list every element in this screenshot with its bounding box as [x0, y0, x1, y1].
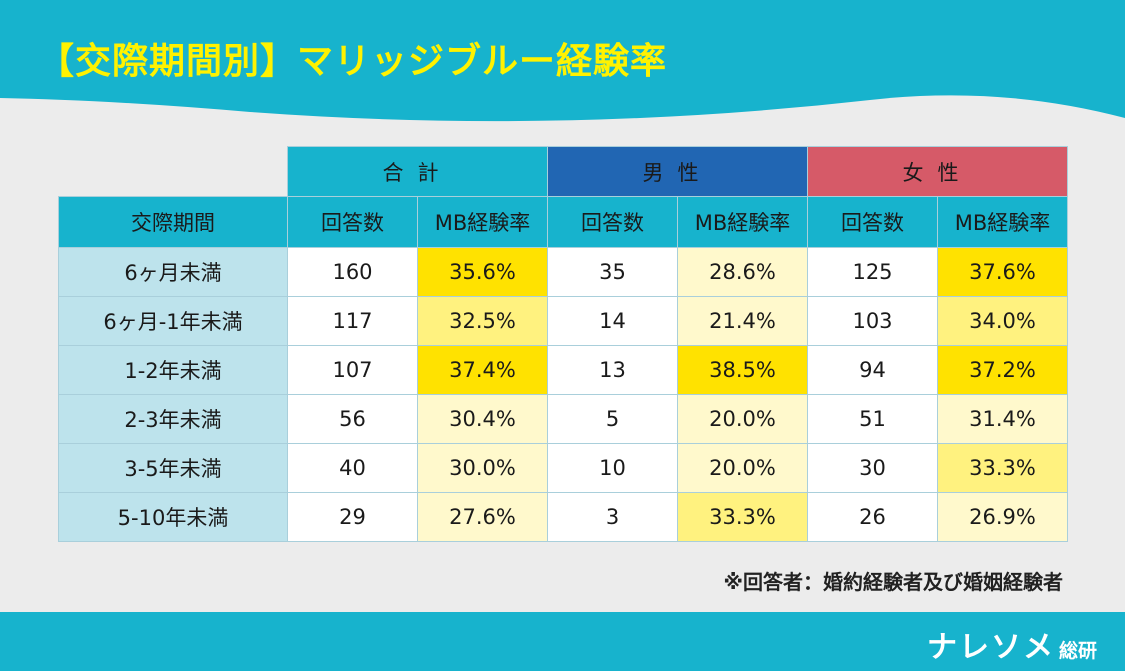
- brand-logo: ナレソメ 総研: [927, 622, 1097, 666]
- footer-band: [0, 612, 1125, 671]
- mb-rate-cell: 33.3%: [937, 443, 1068, 493]
- response-count-cell: 14: [547, 296, 678, 346]
- mb-rate-cell: 26.9%: [937, 492, 1068, 542]
- table-row: 5-10年未満 29 27.6% 3 33.3% 26 26.9%: [58, 492, 1068, 542]
- response-count-cell: 40: [287, 443, 418, 493]
- response-count-cell: 30: [807, 443, 938, 493]
- response-count-cell: 107: [287, 345, 418, 395]
- mb-rate-cell: 37.6%: [937, 247, 1068, 297]
- response-count-cell: 10: [547, 443, 678, 493]
- response-count-cell: 26: [807, 492, 938, 542]
- mb-rate-cell: 38.5%: [677, 345, 808, 395]
- mb-rate-cell: 30.4%: [417, 394, 548, 444]
- table-row: 6ヶ月-1年未満 117 32.5% 14 21.4% 103 34.0%: [58, 296, 1068, 346]
- row-label: 2-3年未満: [58, 394, 288, 444]
- page-title: 【交際期間別】マリッジブルー経験率: [38, 41, 668, 82]
- respondent-footnote: ※回答者：婚約経験者及び婚姻経験者: [723, 570, 1063, 594]
- corner-blank: [59, 147, 288, 197]
- mb-rate-cell: 34.0%: [937, 296, 1068, 346]
- response-count-cell: 5: [547, 394, 678, 444]
- sub-header: 回答数: [287, 196, 418, 248]
- mb-rate-cell: 37.2%: [937, 345, 1068, 395]
- sub-header: MB経験率: [677, 196, 808, 248]
- sub-header: MB経験率: [937, 196, 1068, 248]
- response-count-cell: 3: [547, 492, 678, 542]
- row-label: 3-5年未満: [58, 443, 288, 493]
- response-count-cell: 125: [807, 247, 938, 297]
- sub-header: MB経験率: [417, 196, 548, 248]
- group-header-female: 女性: [807, 146, 1068, 197]
- response-count-cell: 13: [547, 345, 678, 395]
- response-count-cell: 94: [807, 345, 938, 395]
- table-row: 6ヶ月未満 160 35.6% 35 28.6% 125 37.6%: [58, 247, 1068, 297]
- logo-suffix: 総研: [1058, 640, 1097, 662]
- row-label: 5-10年未満: [58, 492, 288, 542]
- logo-name: ナレソメ: [926, 630, 1055, 665]
- response-count-cell: 56: [287, 394, 418, 444]
- response-count-cell: 117: [287, 296, 418, 346]
- response-count-cell: 51: [807, 394, 938, 444]
- response-count-cell: 35: [547, 247, 678, 297]
- mb-rate-cell: 31.4%: [937, 394, 1068, 444]
- row-label: 6ヶ月-1年未満: [58, 296, 288, 346]
- sub-header: 回答数: [547, 196, 678, 248]
- table-row: 2-3年未満 56 30.4% 5 20.0% 51 31.4%: [58, 394, 1068, 444]
- mb-rate-cell: 20.0%: [677, 443, 808, 493]
- row-header-period: 交際期間: [58, 196, 288, 248]
- mb-rate-cell: 27.6%: [417, 492, 548, 542]
- mb-rate-cell: 33.3%: [677, 492, 808, 542]
- table-row: 3-5年未満 40 30.0% 10 20.0% 30 33.3%: [58, 443, 1068, 493]
- response-count-cell: 160: [287, 247, 418, 297]
- group-header-total: 合計: [287, 146, 548, 197]
- header-band: [0, 0, 1125, 122]
- response-count-cell: 29: [287, 492, 418, 542]
- table-row: 1-2年未満 107 37.4% 13 38.5% 94 37.2%: [58, 345, 1068, 395]
- mb-rate-cell: 37.4%: [417, 345, 548, 395]
- experience-rate-table: 合計 男性 女性 交際期間 回答数 MB経験率 回答数 MB経験率 回答数 MB…: [58, 146, 1068, 542]
- mb-rate-cell: 30.0%: [417, 443, 548, 493]
- mb-rate-cell: 28.6%: [677, 247, 808, 297]
- mb-rate-cell: 20.0%: [677, 394, 808, 444]
- mb-rate-cell: 35.6%: [417, 247, 548, 297]
- response-count-cell: 103: [807, 296, 938, 346]
- mb-rate-cell: 21.4%: [677, 296, 808, 346]
- mb-rate-cell: 32.5%: [417, 296, 548, 346]
- row-label: 1-2年未満: [58, 345, 288, 395]
- row-label: 6ヶ月未満: [58, 247, 288, 297]
- sub-header: 回答数: [807, 196, 938, 248]
- group-header-male: 男性: [547, 146, 808, 197]
